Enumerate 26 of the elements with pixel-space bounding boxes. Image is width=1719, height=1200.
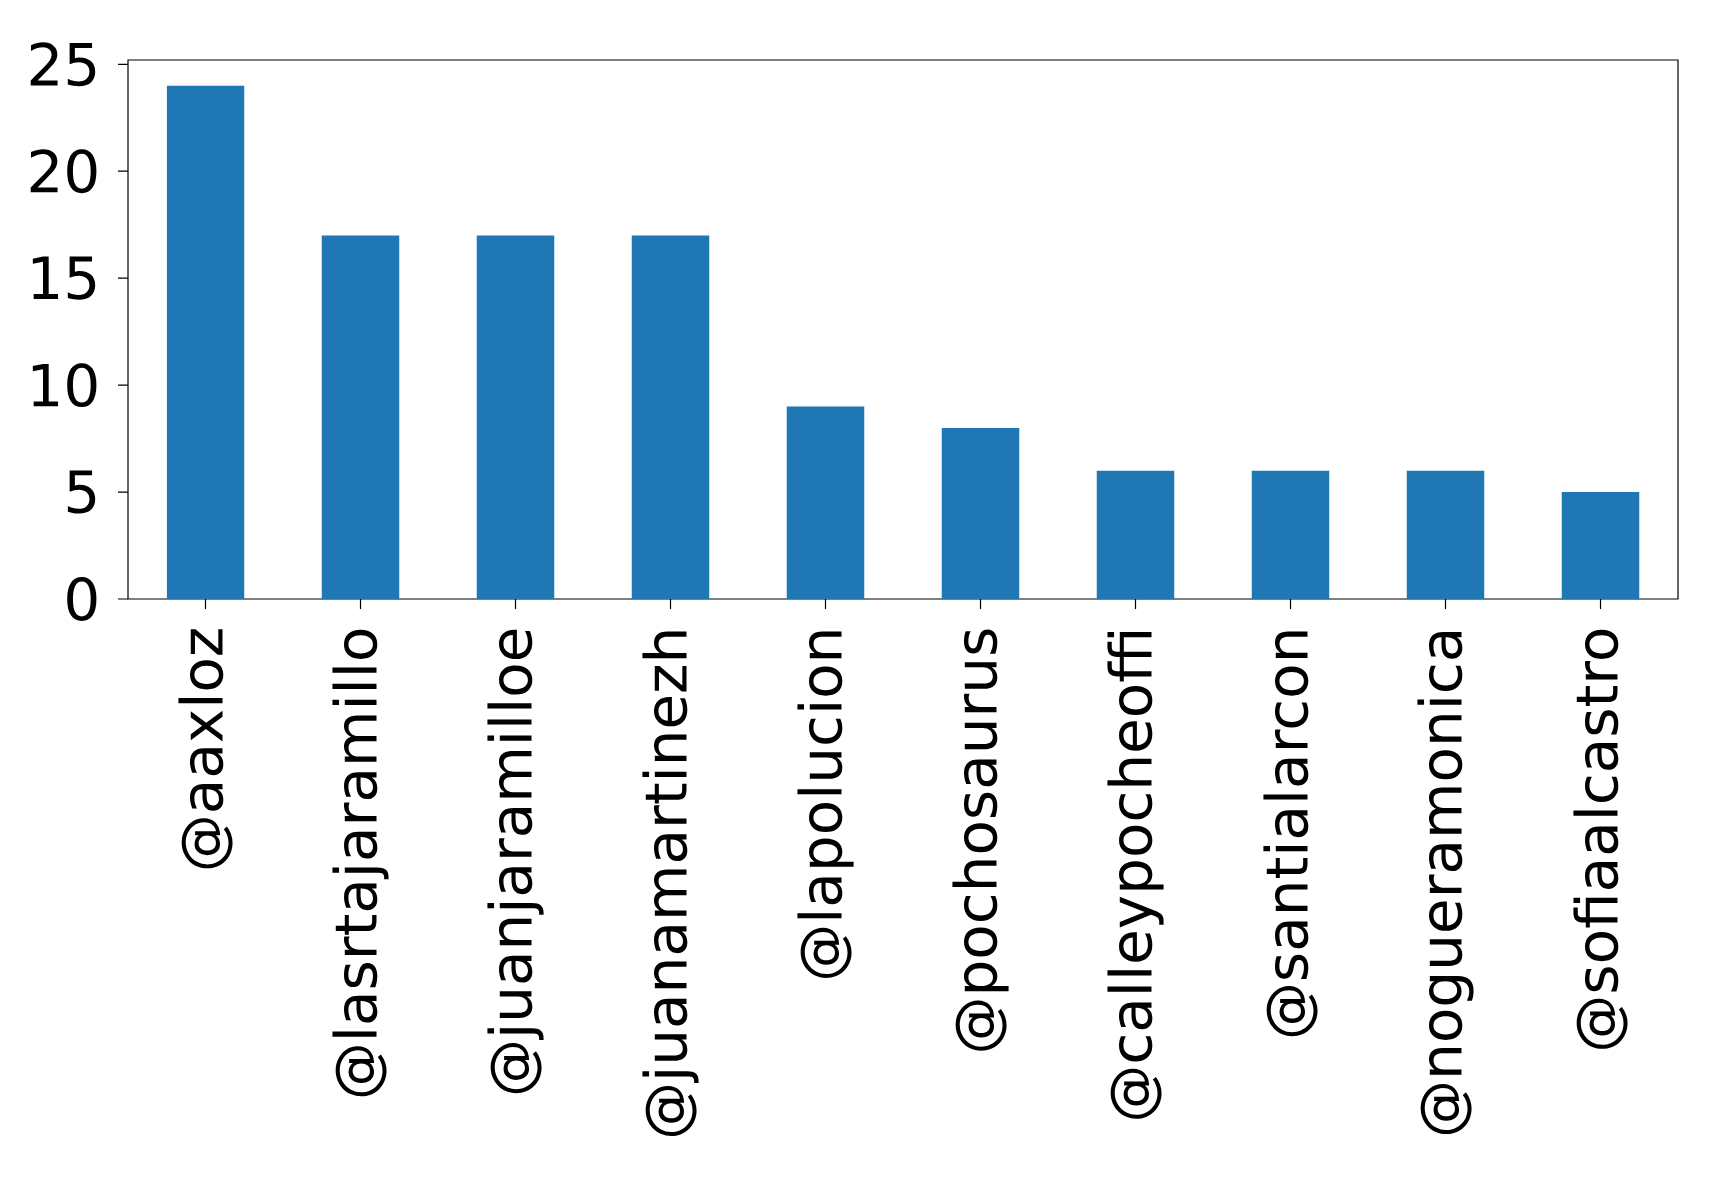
bar — [1561, 492, 1640, 599]
x-tick-label: @aaxloz — [178, 629, 233, 869]
bar — [1406, 470, 1485, 599]
x-tick-label: @lasrtajaramillo — [332, 629, 389, 1097]
x-tick-label: @nogueramonica — [1417, 631, 1474, 1135]
bar — [166, 85, 245, 599]
y-tick-label: 10 — [32, 363, 97, 408]
bar — [476, 235, 555, 599]
x-tick-label: @calleypocheoffi — [1107, 632, 1164, 1119]
y-tick-label: 25 — [30, 42, 96, 87]
x-tick-label: @juanjaramilloe — [487, 629, 544, 1094]
y-tick-label: 0 — [67, 577, 97, 621]
x-tick-label: @lapolucion — [797, 631, 854, 978]
x-tick-label: @santialarcon — [1263, 631, 1318, 1037]
bar — [1096, 470, 1175, 599]
y-tick-label: 20 — [30, 149, 97, 194]
bar — [1251, 470, 1330, 599]
x-tick-label: @juanamartinezh — [642, 631, 699, 1137]
x-tick-label: @sofiaalcastro — [1573, 629, 1628, 1049]
bar — [786, 406, 865, 599]
x-tick-label: @pochosaurus — [952, 629, 1009, 1051]
bar — [631, 235, 710, 599]
y-tick-label: 15 — [32, 256, 96, 300]
y-tick-label: 5 — [67, 470, 96, 514]
bar — [941, 427, 1020, 599]
bar — [321, 235, 400, 599]
